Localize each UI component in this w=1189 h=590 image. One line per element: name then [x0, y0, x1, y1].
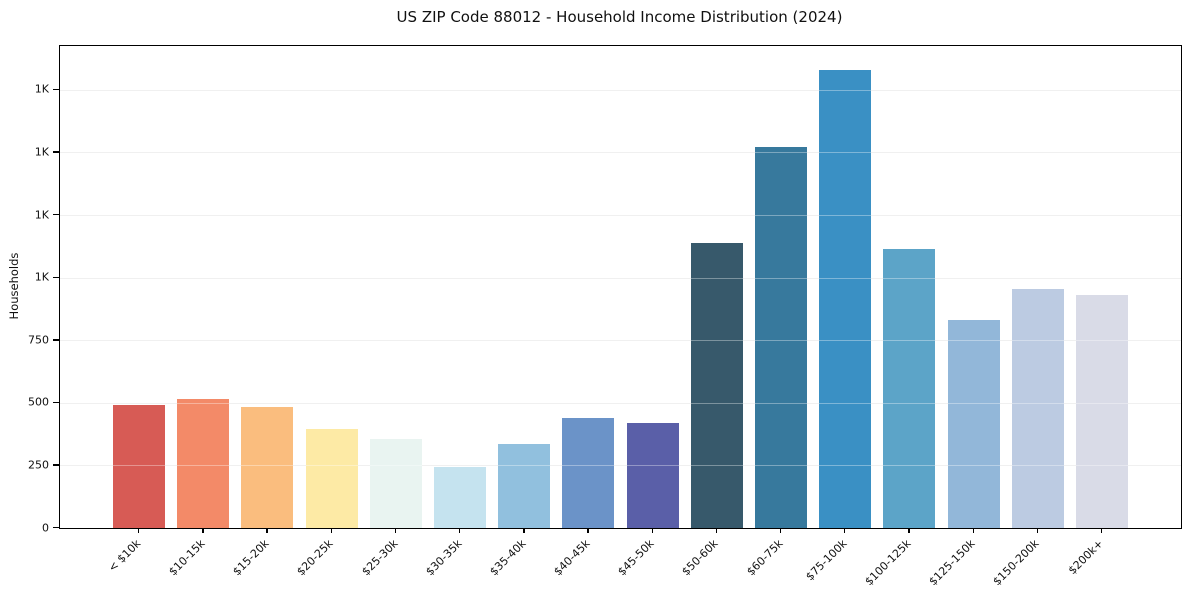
- gridline-overlay: [60, 402, 1181, 404]
- bar-30-35k: [434, 466, 487, 528]
- bar-35-40k: [498, 444, 551, 528]
- x-tick-mark: [138, 528, 140, 534]
- gridline-overlay: [60, 152, 1181, 154]
- bar-50-60k: [690, 242, 743, 528]
- y-tick-label: 250: [28, 458, 49, 472]
- gridline: [60, 89, 1181, 91]
- x-tick-label: $15-20k: [230, 537, 272, 579]
- gridline-overlay: [60, 465, 1181, 467]
- gridline-overlay: [60, 277, 1181, 279]
- x-tick-mark: [651, 528, 653, 534]
- y-tick-label: 1K: [34, 145, 49, 159]
- gridline-overlay: [60, 215, 1181, 216]
- y-tick-mark: [53, 339, 59, 341]
- x-tick-label: $200k+: [1066, 537, 1107, 578]
- chart-title: US ZIP Code 88012 - Household Income Dis…: [396, 8, 843, 26]
- x-tick-mark: [1100, 528, 1103, 534]
- x-tick-mark: [844, 528, 846, 534]
- gridline: [60, 402, 1181, 404]
- y-tick-label: 0: [42, 521, 49, 534]
- bar-75-100k: [819, 69, 872, 528]
- x-tick-mark: [972, 528, 974, 534]
- x-tick-label: < $10k: [105, 537, 144, 575]
- y-tick-mark: [53, 276, 59, 278]
- y-tick-mark: [53, 401, 59, 404]
- y-tick-label: 750: [28, 333, 49, 347]
- y-axis-label: Households: [7, 252, 21, 320]
- bar-10-15k: [177, 399, 230, 528]
- x-tick-mark: [330, 528, 332, 534]
- bar-125-150k: [947, 320, 1000, 528]
- bar-200k: [1075, 295, 1128, 528]
- x-tick-mark: [523, 528, 525, 534]
- gridline: [60, 215, 1181, 216]
- x-tick-label: $35-40k: [487, 537, 529, 579]
- x-tick-label: $125-150k: [926, 537, 978, 589]
- x-tick-mark: [266, 528, 268, 534]
- x-tick-mark: [908, 528, 910, 534]
- y-tick-mark: [53, 527, 59, 529]
- x-tick-label: $50-60k: [679, 537, 721, 579]
- y-tick-mark: [53, 151, 59, 153]
- x-tick-mark: [394, 528, 397, 534]
- y-tick-label: 500: [28, 395, 49, 409]
- x-tick-label: $60-75k: [743, 537, 786, 579]
- bar-10k: [113, 405, 166, 528]
- bar-100-125k: [883, 248, 936, 528]
- bar-60-75k: [754, 147, 807, 528]
- gridline-overlay: [60, 340, 1181, 342]
- y-tick-mark: [53, 88, 59, 91]
- plot-area: [59, 45, 1182, 529]
- bar-150-200k: [1011, 288, 1064, 528]
- x-tick-mark: [1036, 528, 1039, 534]
- x-tick-mark: [459, 528, 461, 534]
- bar-15-20k: [241, 406, 294, 528]
- y-tick-mark: [53, 464, 59, 466]
- y-tick-label: 1K: [34, 82, 49, 96]
- y-tick-mark: [53, 214, 59, 216]
- bar-40-45k: [562, 417, 615, 528]
- gridline-overlay: [60, 89, 1181, 91]
- x-tick-mark: [587, 528, 589, 534]
- x-tick-label: $25-30k: [358, 537, 401, 579]
- bar-45-50k: [626, 422, 679, 528]
- x-tick-mark: [779, 528, 782, 534]
- x-tick-label: $150-200k: [990, 537, 1042, 589]
- x-tick-label: $10-15k: [166, 537, 208, 579]
- x-tick-label: $30-35k: [422, 537, 465, 579]
- y-tick-label: 1K: [34, 208, 49, 221]
- x-tick-mark: [202, 528, 204, 534]
- gridline: [60, 152, 1181, 154]
- gridline: [60, 277, 1181, 279]
- x-tick-label: $75-100k: [803, 537, 850, 584]
- x-tick-mark: [715, 528, 718, 534]
- gridline: [60, 465, 1181, 467]
- x-tick-label: $100-125k: [862, 537, 914, 589]
- x-tick-label: $40-45k: [551, 537, 593, 579]
- bar-20-25k: [305, 429, 358, 528]
- y-tick-label: 1K: [34, 270, 49, 284]
- x-tick-label: $45-50k: [615, 537, 657, 579]
- bar-25-30k: [369, 439, 422, 528]
- x-tick-label: $20-25k: [294, 537, 336, 579]
- gridline: [60, 340, 1181, 342]
